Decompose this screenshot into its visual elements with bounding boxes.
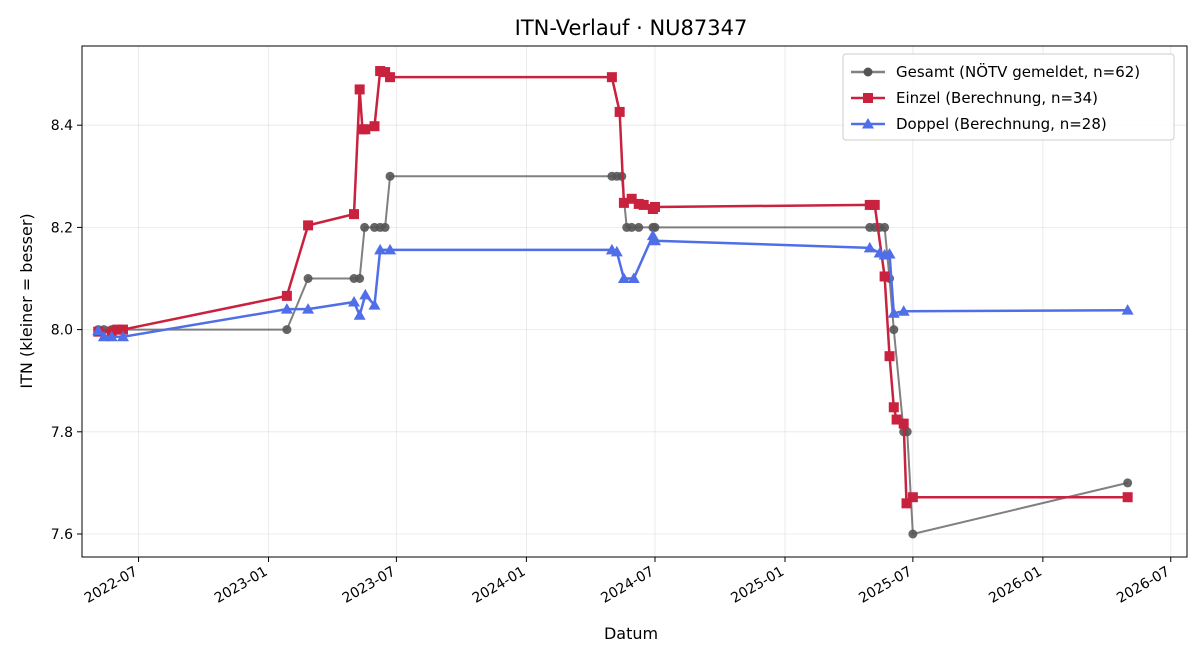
- data-point-einzel: [618, 197, 629, 208]
- data-point-doppel: [863, 241, 876, 253]
- series-line-einzel: [98, 69, 1128, 505]
- data-point-gesamt: [282, 325, 292, 335]
- data-point-doppel: [302, 303, 315, 314]
- plot-frame: [81, 45, 1188, 558]
- y-tick-label: 7.6: [51, 527, 73, 543]
- legend-box: [842, 53, 1175, 141]
- data-point-einzel: [901, 498, 912, 509]
- y-tick-label: 8.4: [51, 118, 73, 134]
- data-point-gesamt: [627, 222, 637, 232]
- data-point-doppel: [617, 272, 630, 284]
- data-point-doppel: [353, 309, 366, 320]
- legend: Gesamt (NÖTV gemeldet, n=62) Einzel (Bere…: [842, 53, 1175, 141]
- legend-marker-gesamt: [863, 67, 873, 77]
- data-point-doppel: [116, 330, 129, 342]
- data-point-einzel: [349, 209, 360, 220]
- data-point-doppel: [368, 299, 381, 310]
- series-layer: [92, 66, 1134, 539]
- data-point-einzel: [1122, 492, 1133, 503]
- data-point-einzel: [606, 72, 617, 83]
- legend-label-einzel: Einzel (Berechnung, n=34): [896, 89, 1098, 107]
- y-axis-label: ITN (kleiner = besser): [17, 213, 36, 388]
- data-point-einzel: [869, 199, 880, 210]
- data-point-doppel: [348, 296, 361, 307]
- data-point-gesamt: [360, 222, 370, 232]
- legend-marker-einzel: [863, 93, 873, 103]
- data-point-einzel: [614, 106, 625, 117]
- data-point-doppel: [883, 247, 896, 259]
- data-point-doppel: [627, 272, 640, 284]
- legend-marker-doppel: [862, 118, 874, 129]
- data-point-einzel: [638, 199, 649, 210]
- y-tick-label: 8.0: [51, 323, 73, 339]
- data-point-einzel: [369, 121, 380, 132]
- data-point-doppel: [648, 234, 661, 246]
- data-point-einzel: [303, 220, 314, 231]
- data-point-doppel: [359, 288, 372, 300]
- data-point-einzel: [884, 351, 895, 362]
- data-point-doppel: [384, 243, 397, 255]
- series-doppel: [92, 229, 1134, 342]
- data-point-doppel: [887, 307, 900, 318]
- data-point-gesamt: [908, 529, 918, 539]
- y-tick-label: 7.8: [51, 425, 73, 441]
- data-point-gesamt: [889, 325, 899, 335]
- data-point-einzel: [907, 492, 918, 503]
- data-point-doppel: [1121, 304, 1134, 315]
- legend-label-gesamt: Gesamt (NÖTV gemeldet, n=62): [896, 62, 1140, 81]
- data-point-gesamt: [634, 222, 644, 232]
- data-point-einzel: [360, 124, 371, 135]
- data-point-doppel: [280, 303, 293, 314]
- data-point-einzel: [898, 418, 909, 429]
- data-point-doppel: [97, 330, 110, 342]
- data-point-gesamt: [880, 222, 890, 232]
- data-point-gesamt: [385, 171, 395, 181]
- data-point-einzel: [112, 324, 123, 335]
- data-point-gesamt: [355, 274, 365, 284]
- data-point-einzel: [281, 290, 292, 301]
- data-point-doppel: [374, 243, 387, 255]
- data-point-doppel: [610, 245, 623, 257]
- data-point-einzel: [117, 324, 128, 335]
- data-point-einzel: [888, 402, 899, 413]
- data-point-einzel: [626, 193, 637, 204]
- data-point-einzel: [380, 67, 391, 78]
- data-point-einzel: [649, 201, 660, 212]
- data-point-gesamt: [380, 222, 390, 232]
- x-axis-label: Datum: [604, 624, 658, 643]
- data-point-doppel: [105, 330, 118, 342]
- data-point-einzel: [385, 72, 396, 83]
- data-point-einzel: [891, 414, 902, 425]
- y-tick-label: 8.2: [51, 220, 73, 236]
- data-point-doppel: [897, 305, 910, 316]
- legend-label-doppel: Doppel (Berechnung, n=28): [896, 115, 1107, 133]
- chart-title: ITN-Verlauf · NU87347: [515, 16, 748, 40]
- data-point-gesamt: [650, 222, 660, 232]
- data-point-einzel: [354, 84, 365, 95]
- data-point-doppel: [92, 324, 105, 336]
- data-point-gesamt: [1123, 478, 1133, 488]
- data-point-gesamt: [303, 274, 313, 284]
- data-point-einzel: [879, 271, 890, 282]
